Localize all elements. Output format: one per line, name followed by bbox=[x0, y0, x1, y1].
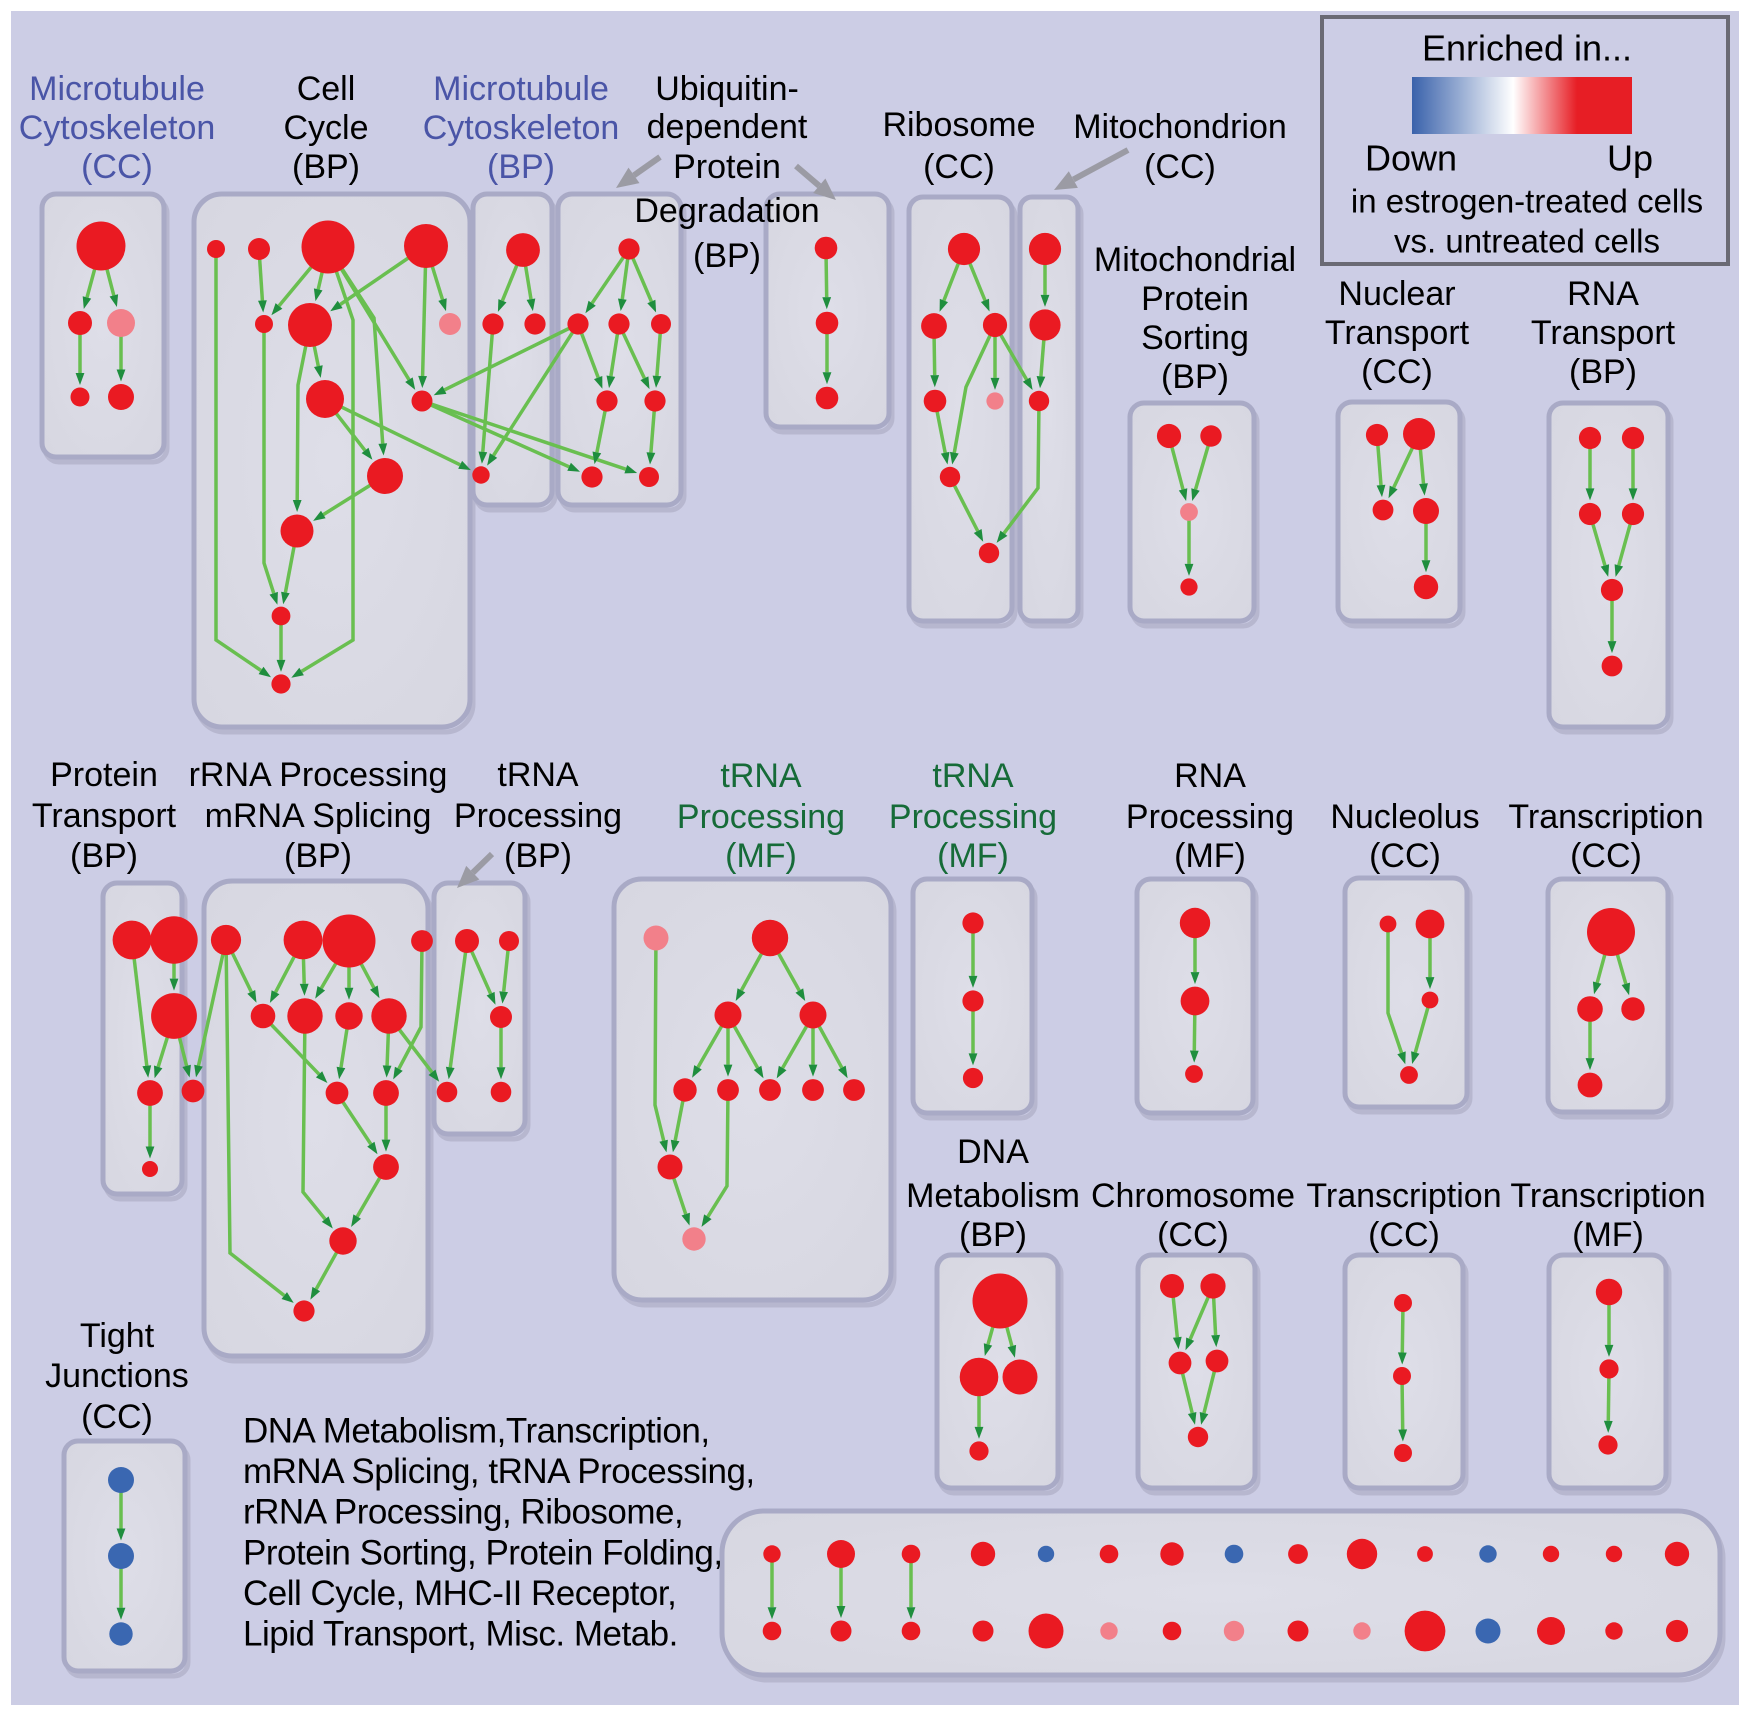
svg-text:Transcription: Transcription bbox=[1508, 798, 1703, 836]
svg-text:Down: Down bbox=[1365, 138, 1457, 179]
svg-text:Protein Sorting, Protein Foldi: Protein Sorting, Protein Folding, bbox=[243, 1533, 723, 1572]
svg-text:Tight: Tight bbox=[80, 1317, 155, 1355]
svg-text:(BP): (BP) bbox=[284, 837, 352, 875]
svg-text:(BP): (BP) bbox=[70, 837, 138, 875]
svg-text:Cell Cycle, MHC-II Receptor,: Cell Cycle, MHC-II Receptor, bbox=[243, 1574, 676, 1613]
svg-text:Processing: Processing bbox=[889, 798, 1057, 836]
svg-text:Nuclear: Nuclear bbox=[1338, 275, 1455, 313]
svg-text:in estrogen-treated cells: in estrogen-treated cells bbox=[1351, 183, 1703, 220]
svg-text:Cell: Cell bbox=[297, 70, 356, 108]
svg-text:(MF): (MF) bbox=[1572, 1216, 1644, 1254]
svg-text:Protein: Protein bbox=[673, 148, 781, 186]
svg-text:Metabolism: Metabolism bbox=[906, 1177, 1080, 1215]
svg-text:Sorting: Sorting bbox=[1141, 319, 1249, 357]
svg-text:dependent: dependent bbox=[647, 108, 808, 146]
svg-text:DNA Metabolism,Transcription,: DNA Metabolism,Transcription, bbox=[243, 1412, 710, 1451]
svg-text:Transcription: Transcription bbox=[1510, 1177, 1705, 1215]
svg-text:(BP): (BP) bbox=[504, 837, 572, 875]
svg-text:(MF): (MF) bbox=[725, 837, 797, 875]
svg-text:Junctions: Junctions bbox=[45, 1357, 189, 1395]
svg-text:Up: Up bbox=[1607, 138, 1653, 179]
svg-text:(BP): (BP) bbox=[292, 148, 360, 186]
svg-text:tRNA: tRNA bbox=[932, 757, 1014, 795]
svg-text:mRNA Splicing, tRNA Processing: mRNA Splicing, tRNA Processing, bbox=[243, 1452, 755, 1491]
svg-text:(CC): (CC) bbox=[1157, 1216, 1229, 1254]
svg-text:Degradation: Degradation bbox=[634, 192, 819, 230]
svg-text:RNA: RNA bbox=[1174, 757, 1246, 795]
svg-text:Cycle: Cycle bbox=[283, 109, 368, 147]
svg-text:(BP): (BP) bbox=[1161, 358, 1229, 396]
svg-text:Chromosome: Chromosome bbox=[1091, 1177, 1295, 1215]
svg-text:(CC): (CC) bbox=[923, 148, 995, 186]
svg-text:Mitochondrion: Mitochondrion bbox=[1073, 108, 1287, 146]
svg-text:Microtubule: Microtubule bbox=[433, 70, 609, 108]
svg-text:Protein: Protein bbox=[1141, 280, 1249, 318]
svg-text:Processing: Processing bbox=[454, 797, 622, 835]
svg-text:Microtubule: Microtubule bbox=[29, 70, 205, 108]
svg-text:(MF): (MF) bbox=[1174, 837, 1246, 875]
svg-text:(BP): (BP) bbox=[487, 148, 555, 186]
svg-text:Cytoskeleton: Cytoskeleton bbox=[423, 109, 620, 147]
svg-text:Processing: Processing bbox=[1126, 798, 1294, 836]
svg-text:Enriched in...: Enriched in... bbox=[1422, 28, 1632, 69]
svg-text:(MF): (MF) bbox=[937, 837, 1009, 875]
svg-text:Ribosome: Ribosome bbox=[882, 106, 1035, 144]
svg-text:(CC): (CC) bbox=[1361, 353, 1433, 391]
svg-text:vs. untreated cells: vs. untreated cells bbox=[1394, 223, 1660, 260]
svg-text:Processing: Processing bbox=[677, 798, 845, 836]
svg-text:mRNA Splicing: mRNA Splicing bbox=[205, 797, 432, 835]
svg-text:DNA: DNA bbox=[957, 1133, 1029, 1171]
svg-text:Mitochondrial: Mitochondrial bbox=[1094, 241, 1296, 279]
svg-text:(BP): (BP) bbox=[693, 237, 761, 275]
svg-text:Nucleolus: Nucleolus bbox=[1330, 798, 1479, 836]
svg-text:(BP): (BP) bbox=[959, 1216, 1027, 1254]
svg-text:(CC): (CC) bbox=[81, 1398, 153, 1436]
svg-text:Protein: Protein bbox=[50, 756, 158, 794]
svg-text:RNA: RNA bbox=[1567, 275, 1639, 313]
svg-text:Cytoskeleton: Cytoskeleton bbox=[19, 109, 216, 147]
svg-text:rRNA Processing, Ribosome,: rRNA Processing, Ribosome, bbox=[243, 1493, 683, 1532]
svg-text:Transcription: Transcription bbox=[1306, 1177, 1501, 1215]
svg-text:(BP): (BP) bbox=[1569, 353, 1637, 391]
svg-text:Transport: Transport bbox=[1325, 314, 1470, 352]
svg-text:Ubiquitin-: Ubiquitin- bbox=[655, 70, 799, 108]
svg-text:(CC): (CC) bbox=[1144, 148, 1216, 186]
svg-text:(CC): (CC) bbox=[81, 148, 153, 186]
svg-text:Transport: Transport bbox=[32, 797, 177, 835]
svg-text:Transport: Transport bbox=[1531, 314, 1676, 352]
svg-text:tRNA: tRNA bbox=[497, 756, 579, 794]
svg-text:tRNA: tRNA bbox=[720, 757, 802, 795]
svg-text:rRNA Processing: rRNA Processing bbox=[189, 756, 448, 794]
svg-text:(CC): (CC) bbox=[1570, 837, 1642, 875]
svg-text:(CC): (CC) bbox=[1368, 1216, 1440, 1254]
svg-text:(CC): (CC) bbox=[1369, 837, 1441, 875]
svg-text:Lipid Transport, Misc. Metab.: Lipid Transport, Misc. Metab. bbox=[243, 1615, 678, 1654]
